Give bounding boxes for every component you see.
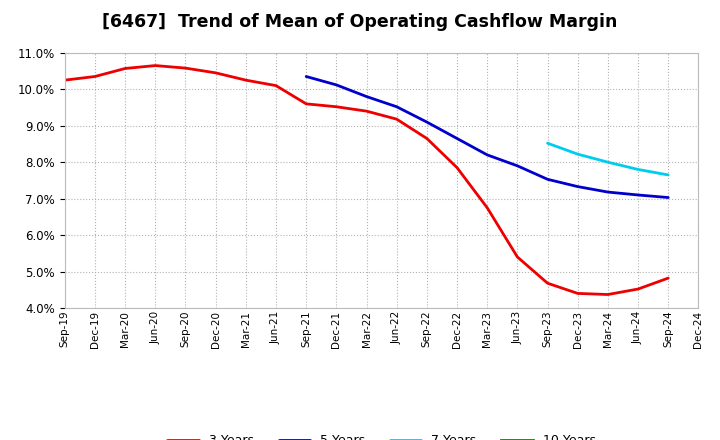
5 Years [392, 104, 401, 110]
3 Years [212, 70, 220, 76]
5 Years [453, 136, 462, 141]
3 Years [423, 136, 431, 141]
7 Years [543, 140, 552, 146]
3 Years [603, 292, 612, 297]
Line: 3 Years: 3 Years [65, 66, 668, 294]
3 Years [543, 281, 552, 286]
3 Years [121, 66, 130, 71]
3 Years [332, 104, 341, 110]
3 Years [453, 165, 462, 170]
7 Years [603, 160, 612, 165]
3 Years [664, 275, 672, 281]
5 Years [603, 190, 612, 195]
3 Years [302, 101, 310, 106]
5 Years [302, 74, 310, 79]
3 Years [151, 63, 160, 68]
3 Years [271, 83, 280, 88]
5 Years [362, 94, 371, 99]
3 Years [634, 286, 642, 292]
Line: 7 Years: 7 Years [547, 143, 668, 175]
5 Years [483, 152, 492, 158]
3 Years [573, 291, 582, 296]
3 Years [483, 205, 492, 210]
Text: [6467]  Trend of Mean of Operating Cashflow Margin: [6467] Trend of Mean of Operating Cashfl… [102, 13, 618, 31]
3 Years [392, 117, 401, 122]
5 Years [543, 177, 552, 182]
Line: 5 Years: 5 Years [306, 77, 668, 198]
7 Years [573, 151, 582, 157]
5 Years [664, 195, 672, 200]
7 Years [634, 167, 642, 172]
5 Years [634, 192, 642, 198]
3 Years [241, 77, 250, 83]
3 Years [362, 109, 371, 114]
5 Years [513, 163, 522, 169]
7 Years [664, 172, 672, 178]
5 Years [573, 184, 582, 189]
3 Years [60, 77, 69, 83]
Legend: 3 Years, 5 Years, 7 Years, 10 Years: 3 Years, 5 Years, 7 Years, 10 Years [163, 429, 600, 440]
3 Years [91, 74, 99, 79]
3 Years [513, 254, 522, 260]
5 Years [332, 82, 341, 88]
5 Years [423, 119, 431, 125]
3 Years [181, 66, 190, 71]
